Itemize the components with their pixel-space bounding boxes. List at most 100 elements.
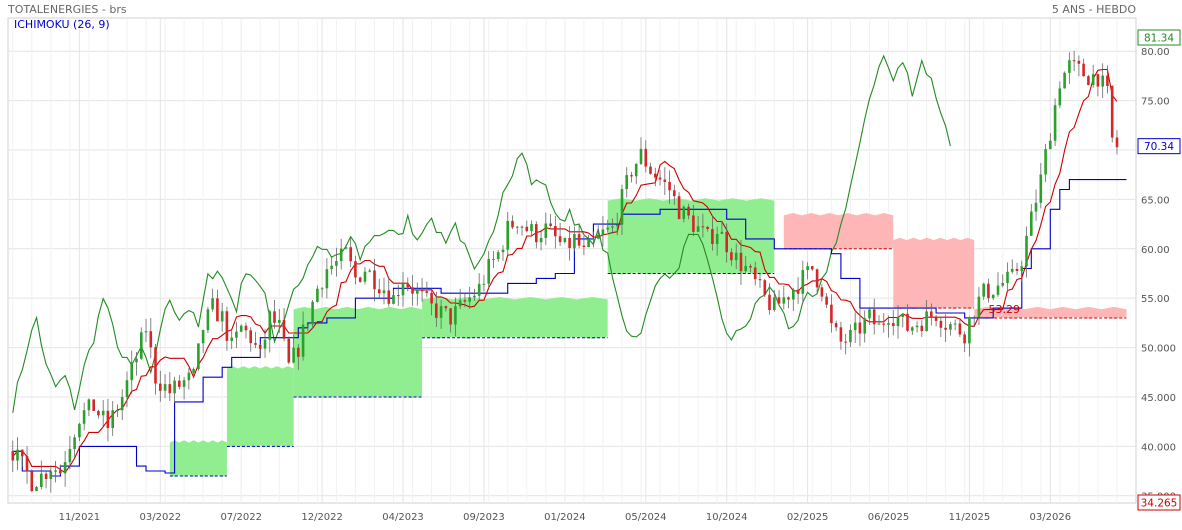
candle-body [258,344,262,349]
candle-body [473,295,476,298]
candle-body [654,173,657,178]
candle-body [1053,105,1057,141]
candle-body [1006,271,1009,283]
price-label: 81.34 [1137,29,1181,46]
candle-body [592,238,595,240]
candle-body [949,324,952,330]
candle-body [558,236,562,243]
candle-body [382,290,386,294]
candle-body [1082,63,1085,77]
candle-body [544,223,548,238]
candle-body [668,181,671,191]
candle-body [25,456,29,472]
candle-body [711,229,714,244]
candle-body [625,175,628,190]
kumo-cloud [169,198,1127,477]
candle-body [806,266,809,270]
candle-body [915,325,919,328]
price-label-text: 34.265 [1141,498,1178,510]
candle-body [377,289,381,294]
y-tick-label: 65.00 [1141,195,1170,206]
candle-body [116,410,119,412]
candle-body [239,325,243,332]
candle-body [1072,60,1076,62]
candle-body [977,296,981,318]
candle-body [30,471,34,491]
price-label-box [1137,29,1181,46]
candle-body [715,233,719,244]
candle-body [768,294,771,310]
candle-body [173,380,176,394]
candle-body [725,231,728,253]
x-tick-label: 03/2022 [140,512,182,523]
candle-body [982,283,985,297]
candle-body [796,289,800,294]
x-tick-label: 07/2022 [220,512,262,523]
candle-body [101,410,105,416]
price-label: 70.34 [1137,138,1181,155]
x-tick-label: 12/2022 [301,512,343,523]
x-tick-label: 10/2024 [706,512,748,523]
candle-body [568,238,571,248]
candle-body [1091,74,1095,85]
candle-body [487,259,490,284]
candle-body [225,311,229,341]
price-label-box [1137,138,1181,155]
candle-body [320,288,324,290]
candle-body [1058,88,1062,106]
candle-body [140,332,143,359]
candle-body [730,252,733,261]
candle-body [44,473,48,479]
kumo-segment-bull [422,297,608,339]
candle-body [673,190,676,197]
candle-body [125,380,129,398]
candle-body [601,229,605,235]
candle-body [506,220,509,250]
candle-body [1063,72,1066,89]
chikou-line [12,54,951,413]
candle-body [853,322,857,331]
candle-body [991,294,995,299]
candle-body [1115,137,1119,148]
candle-body [834,323,838,328]
candle-body [815,269,819,288]
candle-body [554,226,557,237]
candle-body [934,316,938,321]
kumo-segment-bull [226,366,294,448]
candle-body [801,270,805,294]
candle-body [368,270,371,272]
candle-body [397,295,400,297]
candle-body [354,261,357,278]
candle-body [301,324,305,357]
candle-body [454,306,457,325]
candle-body [130,362,133,381]
candle-body [211,298,214,310]
candle-body [930,311,933,317]
candle-body [987,283,990,299]
y-tick-label: 75.00 [1141,97,1170,108]
candle-body [1101,75,1104,87]
kumo-segment-bull [169,440,227,477]
candle-body [872,309,876,325]
candle-body [449,308,452,325]
candle-body [444,306,448,309]
candle-body [1087,76,1090,85]
candle-body [1106,75,1109,86]
candle-body [996,285,1000,295]
candle-body [963,334,966,344]
price-label: 34.265 [1137,494,1181,511]
candle-body [958,323,962,335]
candle-body [254,343,257,345]
candle-body [925,311,928,331]
candle-body [187,372,191,381]
candle-body [40,473,43,487]
candle-body [306,324,310,326]
candle-body [501,249,505,253]
candle-body [373,270,376,290]
candle-body [739,252,743,272]
plot-frame [7,17,1137,504]
candle-body [863,318,866,334]
candle-body [777,297,781,304]
candle-body [344,247,348,249]
candle-body [758,279,762,281]
